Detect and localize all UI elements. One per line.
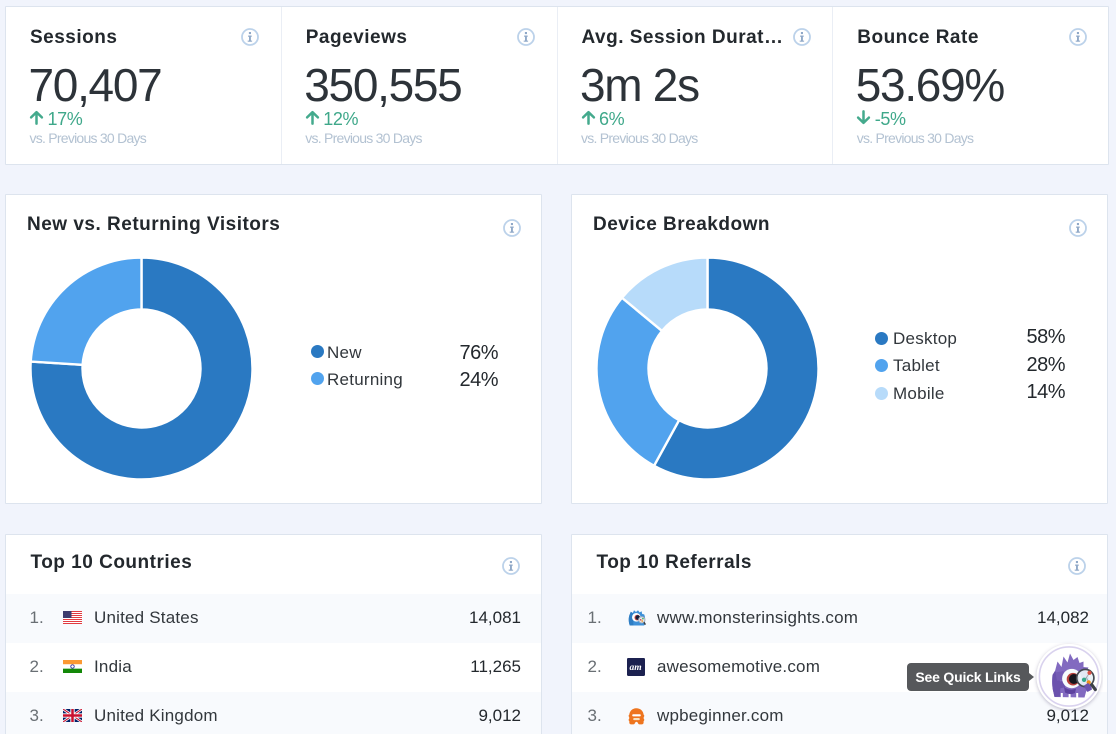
svg-text:am: am [630, 663, 642, 673]
